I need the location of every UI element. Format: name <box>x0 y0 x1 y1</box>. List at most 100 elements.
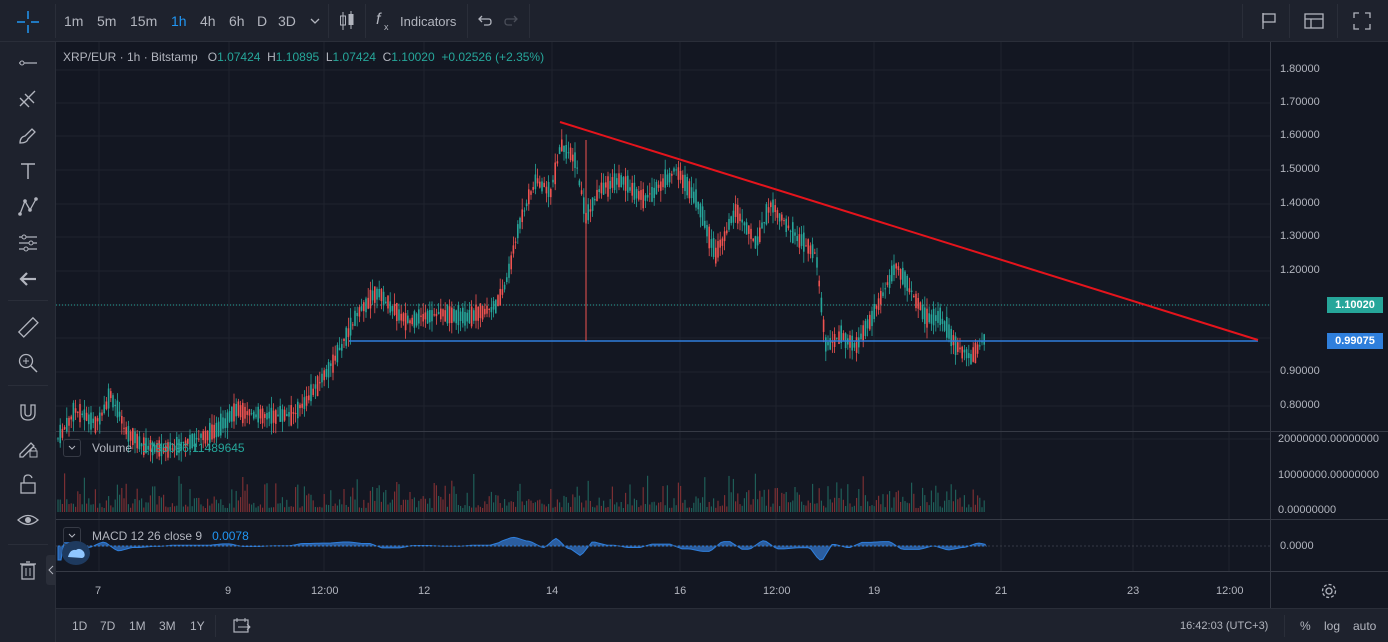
timeframe-6h[interactable]: 6h <box>229 13 245 29</box>
magnet-icon[interactable] <box>14 398 42 426</box>
flag-icon[interactable] <box>1260 12 1278 33</box>
tradingview-logo[interactable] <box>62 541 90 565</box>
volume-bar <box>332 505 334 512</box>
layout-icon[interactable] <box>1304 12 1324 33</box>
candle-body <box>622 177 625 185</box>
volume-bar <box>328 505 330 512</box>
candle-body <box>968 353 970 359</box>
volume-bar <box>504 499 506 512</box>
goto-date-icon[interactable] <box>232 617 252 638</box>
candle-body <box>470 306 473 327</box>
crosshair-icon[interactable] <box>15 9 41 35</box>
volume-bar <box>220 499 222 512</box>
volume-bar <box>871 505 873 512</box>
volume-bar <box>836 482 838 512</box>
lock-drawings-pencil-icon[interactable] <box>14 434 42 462</box>
symbol-label[interactable]: XRP/EUR · 1h · Bitstamp <box>63 50 198 64</box>
volume-bar <box>506 505 508 512</box>
volume-bar <box>917 507 919 512</box>
time-tick: 12 <box>418 585 431 597</box>
volume-bar <box>970 507 972 512</box>
volume-legend: Volume 1795096.11489645 <box>92 441 245 455</box>
range-7d[interactable]: 7D <box>100 619 116 633</box>
volume-bar <box>306 495 308 512</box>
eye-icon[interactable] <box>14 506 42 534</box>
range-1d[interactable]: 1D <box>72 619 88 633</box>
volume-bar <box>130 507 132 512</box>
candle-body <box>539 181 541 188</box>
percent-toggle[interactable]: % <box>1300 619 1311 633</box>
volume-bar <box>103 507 105 512</box>
timeframe-15m[interactable]: 15m <box>130 13 158 29</box>
volume-bar <box>97 507 99 512</box>
unlock-icon[interactable] <box>14 470 42 498</box>
chart-area[interactable]: XRP/EUR · 1h · Bitstamp O1.07424 H1.1089… <box>56 42 1388 608</box>
volume-bar <box>334 503 336 512</box>
range-1m[interactable]: 1M <box>129 619 146 633</box>
candle-body <box>215 422 218 438</box>
timeframe-d[interactable]: D <box>257 13 268 29</box>
candle-body <box>473 310 475 321</box>
volume-bar <box>479 506 481 512</box>
timeframe-3d[interactable]: 3D <box>278 13 296 29</box>
fullscreen-icon[interactable] <box>1353 12 1371 33</box>
volume-bar <box>539 499 541 512</box>
volume-bar <box>629 484 631 512</box>
indicators-button[interactable]: Indicators <box>400 14 457 29</box>
volume-collapse-button[interactable] <box>63 439 81 457</box>
volume-bar <box>187 506 189 512</box>
volume-bar <box>572 494 574 512</box>
candle-body <box>818 280 820 287</box>
timeframe-1h[interactable]: 1h <box>171 13 187 29</box>
candle-body <box>860 333 862 340</box>
descending-trendline[interactable] <box>559 121 1259 341</box>
brush-icon[interactable] <box>14 121 42 149</box>
settings-gear-icon[interactable] <box>1320 582 1338 603</box>
volume-bar <box>517 490 519 512</box>
trend-line-icon[interactable] <box>14 49 42 77</box>
candle-body <box>886 282 889 285</box>
timeframe-5m[interactable]: 5m <box>97 13 117 29</box>
text-tool-icon[interactable] <box>14 157 42 185</box>
volume-bar <box>473 473 475 512</box>
candlestick-icon[interactable] <box>338 10 356 35</box>
range-3m[interactable]: 3M <box>159 619 176 633</box>
volume-tick: 0.00000000 <box>1278 504 1337 516</box>
undo-icon[interactable] <box>476 13 492 32</box>
volume-bar <box>941 507 943 512</box>
volume-bar <box>66 499 68 512</box>
candle-body <box>290 405 292 426</box>
clock-time[interactable]: 16:42:03 (UTC+3) <box>1180 620 1269 632</box>
volume-bar <box>244 490 246 512</box>
candle-body <box>961 346 963 359</box>
candle-body <box>200 433 202 438</box>
candle-body <box>277 414 279 416</box>
log-toggle[interactable]: log <box>1324 619 1341 633</box>
pattern-tool-icon[interactable] <box>14 193 42 221</box>
timeframe-1m[interactable]: 1m <box>64 13 84 29</box>
trash-icon[interactable] <box>14 556 42 584</box>
candle-body <box>976 344 979 354</box>
price-chart[interactable] <box>56 42 1388 608</box>
chevron-down-icon[interactable] <box>309 15 321 30</box>
volume-bar <box>559 502 561 512</box>
timeframe-4h[interactable]: 4h <box>200 13 216 29</box>
collapse-toolbar-handle[interactable] <box>46 555 56 585</box>
redo-icon[interactable] <box>504 13 520 32</box>
volume-bar <box>858 489 860 512</box>
zoom-in-icon[interactable] <box>14 349 42 377</box>
fib-tool-icon[interactable] <box>14 85 42 113</box>
back-arrow-icon[interactable] <box>14 265 42 293</box>
auto-toggle[interactable]: auto <box>1353 619 1377 633</box>
volume-bar <box>510 501 512 512</box>
candle-body <box>312 388 314 396</box>
ruler-icon[interactable] <box>14 313 42 341</box>
range-1y[interactable]: 1Y <box>190 619 205 633</box>
volume-bar <box>174 506 176 512</box>
prediction-tool-icon[interactable] <box>14 229 42 257</box>
candle-body <box>701 206 704 226</box>
candle-body <box>684 174 686 192</box>
time-tick: 23 <box>1127 585 1140 597</box>
volume-bar <box>781 492 783 512</box>
